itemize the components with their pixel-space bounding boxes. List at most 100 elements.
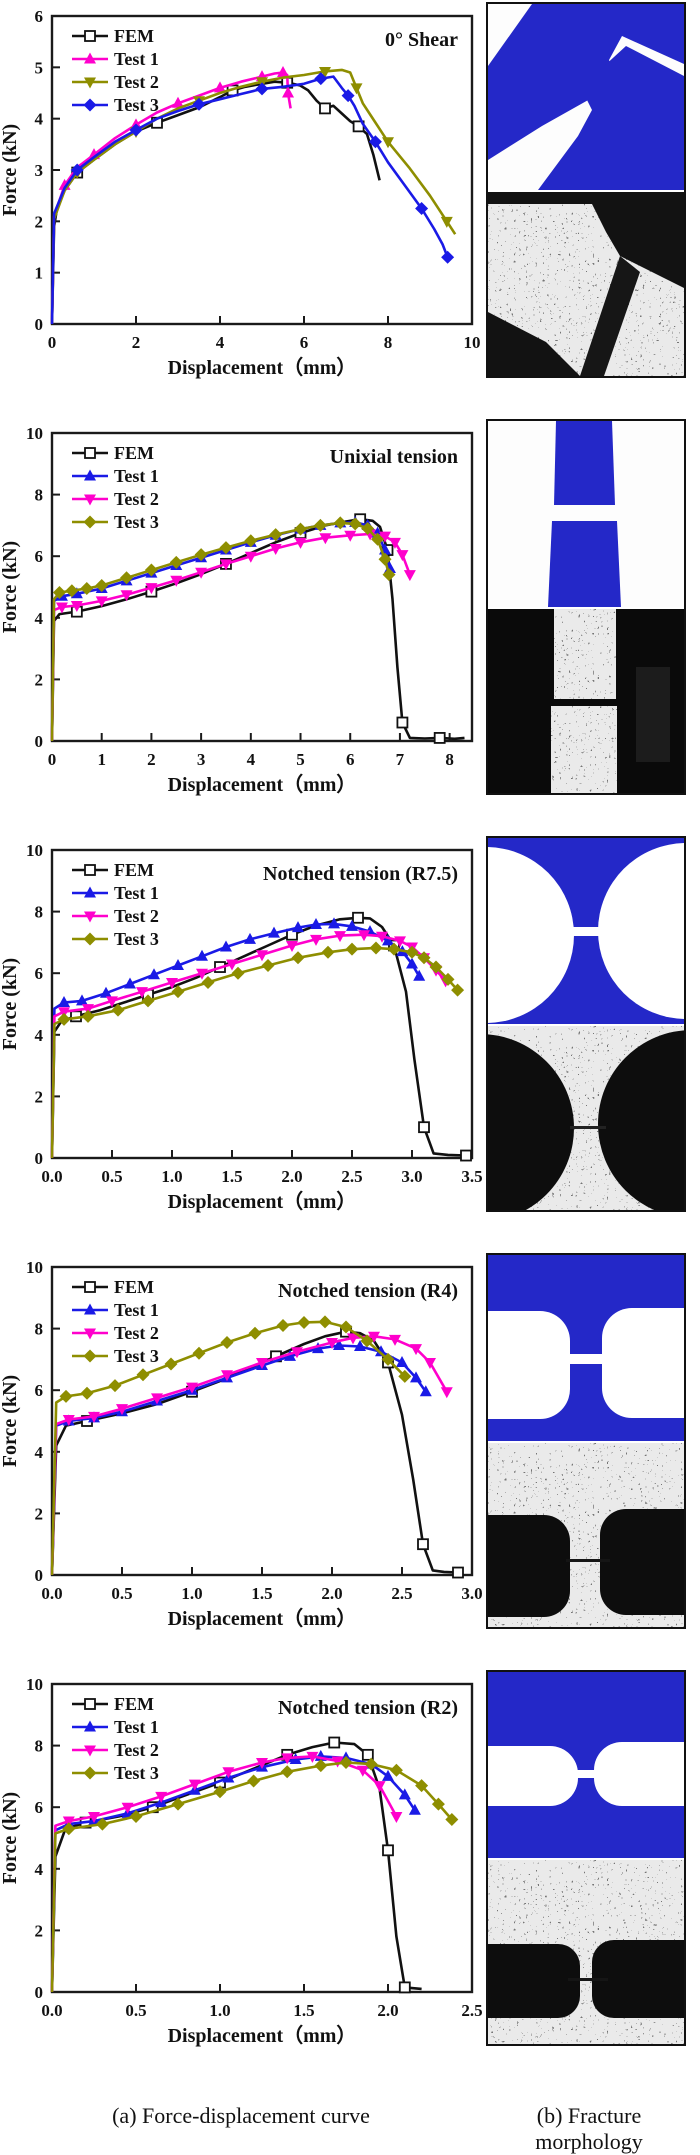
marker-diamond: [141, 994, 155, 1008]
y-tick-label: 8: [35, 486, 44, 505]
marker-diamond: [314, 72, 328, 86]
x-tick-label: 2.5: [341, 1167, 362, 1186]
marker-triangle-down: [244, 551, 257, 563]
x-tick-label: 1: [97, 750, 106, 769]
marker-diamond: [83, 932, 97, 946]
marker-diamond: [369, 941, 383, 955]
marker-triangle-down: [226, 959, 238, 971]
marker-triangle-down: [84, 911, 96, 923]
sim-image-uniaxial: [488, 421, 684, 607]
y-tick-label: 4: [35, 609, 44, 628]
marker-diamond: [164, 1357, 178, 1371]
marker-triangle-down: [170, 575, 183, 587]
x-tick-label: 1.5: [293, 2001, 314, 2020]
marker-triangle-down: [121, 1802, 134, 1814]
marker-square-open: [328, 1736, 341, 1749]
marker-triangle-down: [269, 544, 282, 555]
marker-triangle-down: [350, 83, 363, 95]
marker-diamond: [120, 571, 134, 585]
y-tick-label: 2: [35, 212, 44, 231]
marker-triangle-down: [84, 77, 96, 89]
marker-triangle-down: [219, 559, 232, 571]
marker-triangle-up: [76, 994, 88, 1006]
y-tick-label: 0: [35, 315, 44, 334]
marker-square-open: [84, 1698, 96, 1710]
marker-triangle-down: [291, 1347, 303, 1359]
marker-triangle-up: [292, 921, 304, 933]
y-tick-label: 4: [35, 1443, 44, 1462]
x-tick-label: 1.0: [209, 2001, 230, 2020]
marker-triangle-down: [186, 1382, 198, 1394]
marker-triangle-up: [396, 1355, 408, 1367]
marker-triangle-up: [172, 96, 184, 108]
marker-diamond: [445, 1813, 459, 1827]
marker-triangle-down: [58, 1007, 70, 1019]
marker-diamond: [333, 516, 347, 530]
marker-diamond: [368, 135, 382, 149]
marker-triangle-down: [394, 936, 406, 948]
marker-triangle-up: [58, 995, 70, 1007]
y-tick-label: 6: [35, 964, 44, 983]
marker-diamond: [441, 250, 455, 264]
x-tick-label: 0.5: [125, 2001, 146, 2020]
panel-row-4: 0.0 0.5 1.0 1.5 2.0 2.5 3.0 0 2 4 6 8 10 Displacement…: [0, 1253, 700, 1640]
marker-triangle-up: [84, 1720, 96, 1732]
marker-triangle-up: [398, 1788, 411, 1800]
legend-label: Test 3: [114, 1346, 159, 1366]
caption-a: (a) Force-displacement curve: [112, 2103, 370, 2128]
y-tick-label: 0: [35, 1983, 44, 2002]
marker-square-open: [398, 1981, 411, 1994]
marker-triangle-down: [55, 602, 68, 614]
marker-diamond: [83, 515, 97, 529]
marker-triangle-up: [220, 940, 232, 952]
marker-diamond: [389, 1763, 403, 1777]
marker-diamond: [398, 1369, 412, 1383]
marker-triangle-up: [277, 65, 289, 77]
marker-triangle-down: [390, 1811, 403, 1823]
dic-image-uniaxial: [488, 609, 684, 793]
marker-diamond: [321, 945, 335, 959]
marker-triangle-down: [389, 1334, 401, 1346]
marker-square-open: [319, 102, 331, 115]
marker-triangle-down: [256, 1758, 268, 1770]
marker-triangle-down: [424, 1357, 436, 1369]
dic-image-r4: [488, 1443, 684, 1627]
y-tick-label: 0: [35, 1149, 44, 1168]
marker-triangle-down: [84, 494, 96, 506]
y-tick-label: 0: [35, 732, 44, 751]
y-tick-label: 2: [35, 670, 44, 689]
x-tick-label: 3: [197, 750, 206, 769]
marker-diamond: [220, 1335, 234, 1349]
marker-triangle-down: [396, 550, 409, 562]
marker-square-open: [460, 1149, 472, 1162]
marker-diamond: [57, 1012, 71, 1026]
marker-diamond: [429, 960, 443, 974]
marker-diamond: [95, 578, 109, 592]
marker-triangle-down: [155, 1791, 168, 1803]
legend-label: Test 3: [114, 929, 159, 949]
marker-triangle-down: [410, 1344, 422, 1356]
marker-diamond: [231, 966, 245, 980]
marker-triangle-down: [151, 1393, 163, 1405]
legend-label: FEM: [114, 443, 154, 463]
marker-diamond: [194, 548, 208, 562]
legend-label: Test 2: [114, 906, 159, 926]
marker-triangle-up: [333, 1339, 345, 1351]
marker-square-open: [382, 1844, 394, 1857]
panel-title: Unixial tension: [330, 446, 458, 468]
legend-label: Test 1: [114, 1717, 159, 1737]
marker-diamond: [451, 983, 465, 997]
y-tick-label: 10: [26, 1258, 43, 1277]
legend-label: Test 1: [114, 883, 159, 903]
chart-canvas-4: 0.0 0.5 1.0 1.5 2.0 2.5 0 2 4 6 8 10 Displacement（mm…: [0, 1675, 483, 2047]
x-tick-label: 1.5: [251, 1584, 272, 1603]
legend-label: Test 2: [114, 72, 159, 92]
marker-diamond: [382, 568, 396, 582]
legend-label: FEM: [114, 1694, 154, 1714]
marker-diamond: [405, 945, 419, 959]
marker-square-open: [452, 1566, 464, 1579]
dic-image-r2: [488, 1860, 684, 2044]
marker-diamond: [129, 123, 143, 137]
marker-triangle-up: [84, 1303, 96, 1315]
marker-diamond: [219, 541, 233, 555]
